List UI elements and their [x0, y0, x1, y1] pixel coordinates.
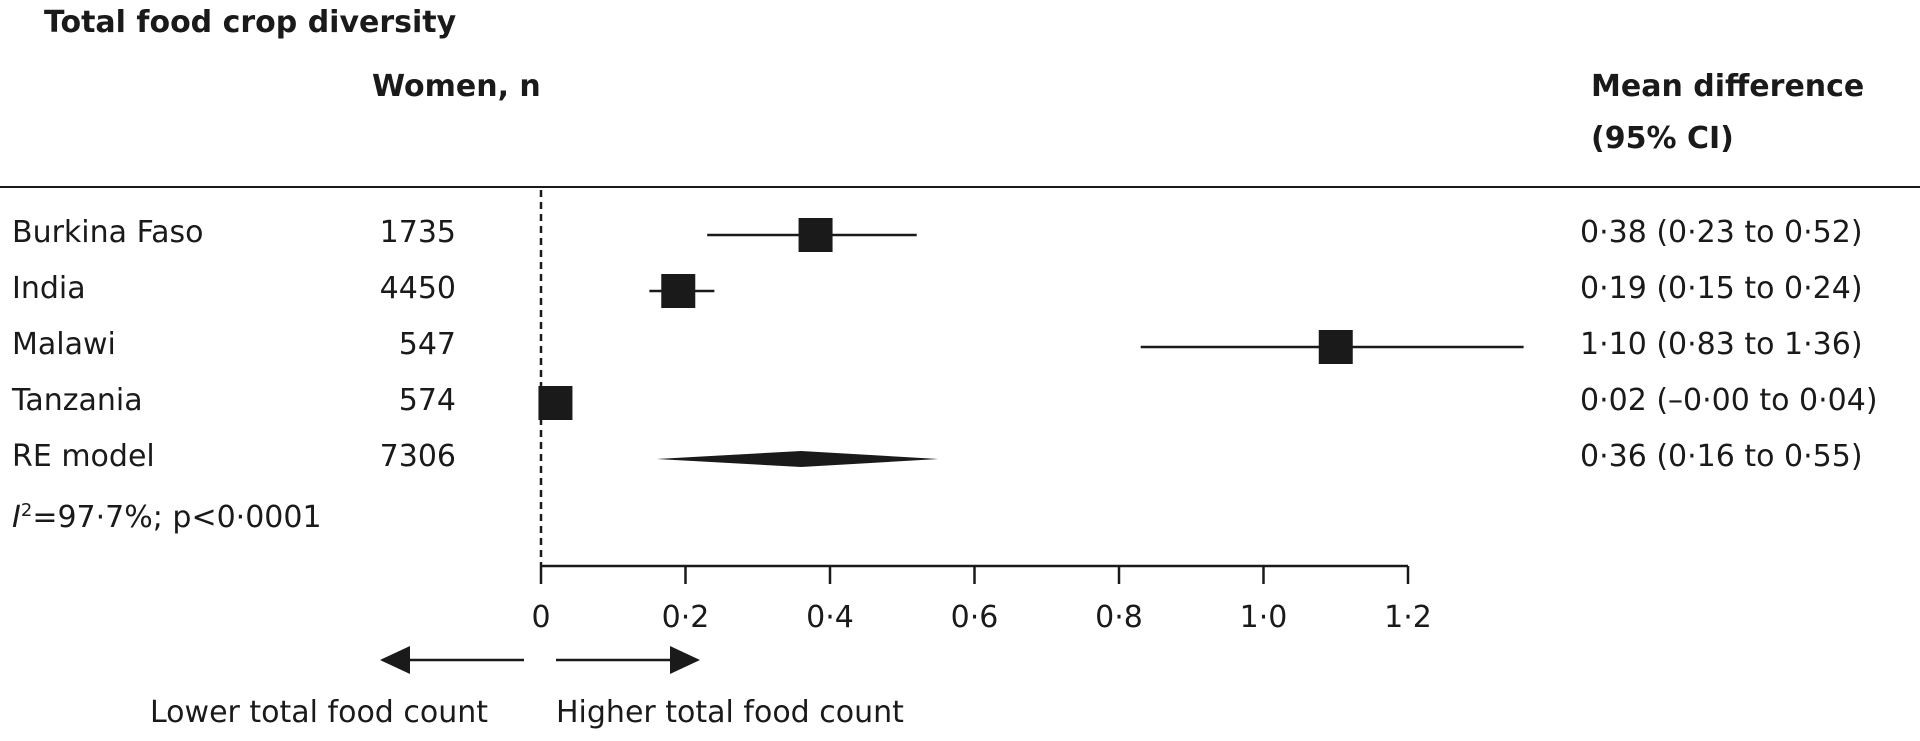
chart-title: Total food crop diversity — [44, 5, 457, 40]
row-label: Malawi — [12, 327, 116, 362]
row-women-count: 4450 — [379, 271, 456, 306]
point-estimate-marker — [798, 218, 833, 252]
heterogeneity-text: =97·7%; p<0·0001 — [32, 500, 322, 535]
higher-direction-arrow-head — [670, 646, 700, 674]
x-tick-label: 0 — [531, 600, 550, 635]
row-ci-text: 0·36 (0·16 to 0·55) — [1580, 439, 1863, 474]
lower-direction-arrow-head — [380, 646, 410, 674]
row-label: Tanzania — [12, 383, 143, 418]
pooled-estimate-diamond — [656, 451, 939, 467]
x-tick-label: 0·8 — [1095, 600, 1143, 635]
row-women-count: 1735 — [379, 215, 456, 250]
x-tick-label: 0·2 — [662, 600, 710, 635]
row-women-count: 574 — [398, 383, 456, 418]
heterogeneity-symbol: I — [12, 500, 21, 535]
point-estimate-marker — [661, 274, 696, 308]
heterogeneity-superscript: 2 — [20, 500, 33, 521]
row-women-count: 7306 — [379, 439, 456, 474]
row-ci-text: 1·10 (0·83 to 1·36) — [1580, 327, 1863, 362]
women-column-header: Women, n — [372, 69, 541, 104]
heterogeneity-stat: I2=97·7%; p<0·0001 — [12, 502, 322, 533]
higher-direction-label: Higher total food count — [556, 695, 904, 730]
row-label: RE model — [12, 439, 155, 474]
row-ci-text: 0·38 (0·23 to 0·52) — [1580, 215, 1863, 250]
x-tick-label: 1·2 — [1384, 600, 1432, 635]
header-divider — [0, 186, 1920, 188]
mean-difference-header-line1: Mean difference — [1591, 69, 1865, 104]
point-estimate-marker — [538, 386, 573, 420]
row-label: India — [12, 271, 86, 306]
row-women-count: 547 — [398, 327, 456, 362]
point-estimate-marker — [1318, 330, 1353, 364]
row-ci-text: 0·19 (0·15 to 0·24) — [1580, 271, 1863, 306]
lower-direction-label: Lower total food count — [150, 695, 489, 730]
x-tick-label: 0·4 — [806, 600, 854, 635]
mean-difference-header-line2: (95% CI) — [1591, 121, 1734, 156]
row-label: Burkina Faso — [12, 215, 204, 250]
x-tick-label: 0·6 — [951, 600, 999, 635]
row-ci-text: 0·02 (–0·00 to 0·04) — [1580, 383, 1878, 418]
x-tick-label: 1·0 — [1240, 600, 1288, 635]
